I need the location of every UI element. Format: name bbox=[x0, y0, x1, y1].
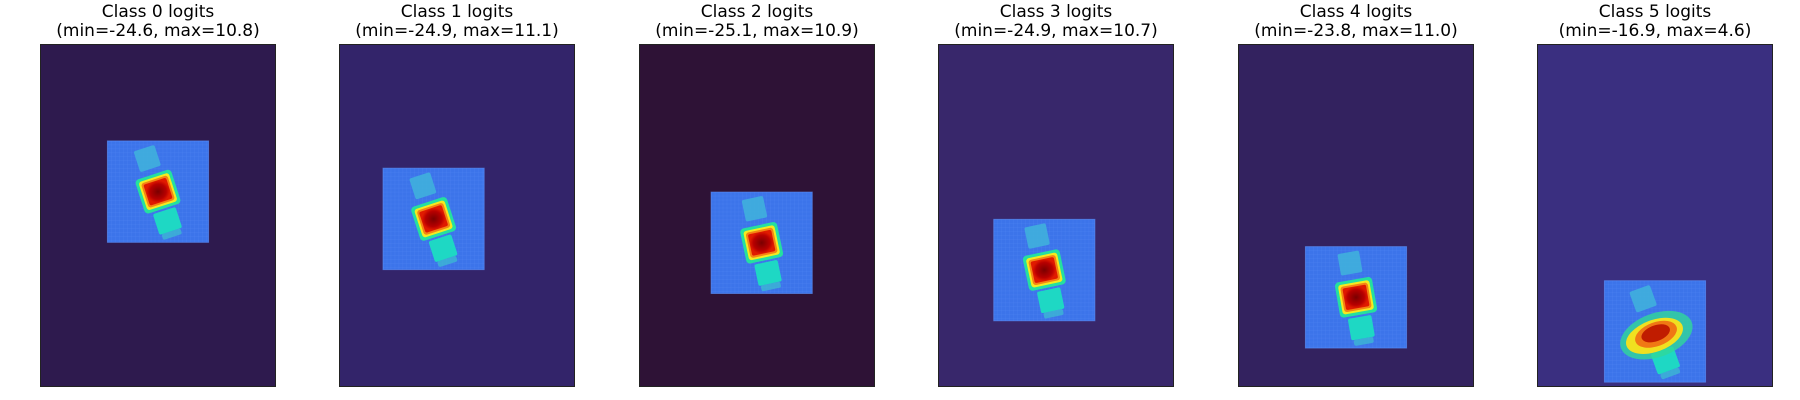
heatmap-canvas bbox=[41, 45, 275, 386]
heatmap-canvas bbox=[1239, 45, 1473, 386]
logit-heatmap bbox=[938, 44, 1174, 387]
detected-object bbox=[740, 196, 784, 292]
activation-patch bbox=[106, 140, 210, 243]
panel-title: Class 4 logits (min=-23.8, max=11.0) bbox=[1208, 3, 1504, 41]
detected-object bbox=[134, 145, 182, 240]
panel-subtitle-text: (min=-24.9, max=11.1) bbox=[355, 21, 559, 41]
logit-heatmap bbox=[1238, 44, 1474, 387]
detected-object bbox=[409, 172, 458, 267]
heatmap-background bbox=[939, 45, 1173, 386]
heatmap-canvas bbox=[640, 45, 874, 386]
panel-title-text: Class 1 logits bbox=[400, 2, 514, 22]
panel-class-3: Class 3 logits (min=-24.9, max=10.7) bbox=[938, 0, 1174, 400]
panel-class-0: Class 0 logits (min=-24.6, max=10.8) bbox=[40, 0, 276, 400]
logit-heatmap bbox=[1537, 44, 1773, 387]
panel-title-text: Class 2 logits bbox=[700, 2, 814, 22]
panel-title: Class 0 logits (min=-24.6, max=10.8) bbox=[10, 3, 306, 41]
heatmap-canvas bbox=[1538, 45, 1772, 386]
panel-class-5: Class 5 logits (min=-16.9, max=4.6) bbox=[1537, 0, 1773, 400]
activation-patch bbox=[382, 167, 485, 271]
panel-title: Class 3 logits (min=-24.9, max=10.7) bbox=[908, 3, 1204, 41]
activation-patch bbox=[710, 191, 813, 294]
panel-title-text: Class 0 logits bbox=[101, 2, 215, 22]
logit-heatmap bbox=[40, 44, 276, 387]
activation-patch bbox=[1304, 246, 1408, 349]
panel-class-1: Class 1 logits (min=-24.9, max=11.1) bbox=[339, 0, 575, 400]
logit-heatmap bbox=[339, 44, 575, 387]
detected-object bbox=[1334, 250, 1378, 346]
panel-subtitle-text: (min=-25.1, max=10.9) bbox=[655, 21, 859, 41]
detected-object bbox=[1620, 285, 1693, 380]
panel-title: Class 2 logits (min=-25.1, max=10.9) bbox=[609, 3, 905, 41]
panel-class-2: Class 2 logits (min=-25.1, max=10.9) bbox=[639, 0, 875, 400]
panel-title: Class 1 logits (min=-24.9, max=11.1) bbox=[309, 3, 605, 41]
panel-title-text: Class 3 logits bbox=[999, 2, 1113, 22]
activation-patch bbox=[1603, 280, 1707, 383]
panel-title-text: Class 4 logits bbox=[1299, 2, 1413, 22]
detected-object bbox=[1022, 223, 1066, 319]
panel-subtitle-text: (min=-16.9, max=4.6) bbox=[1558, 21, 1752, 41]
panel-class-4: Class 4 logits (min=-23.8, max=11.0) bbox=[1238, 0, 1474, 400]
logit-heatmap bbox=[639, 44, 875, 387]
heatmap-canvas bbox=[340, 45, 574, 386]
panel-title-text: Class 5 logits bbox=[1598, 2, 1712, 22]
activation-patch bbox=[993, 218, 1096, 322]
panel-subtitle-text: (min=-24.9, max=10.7) bbox=[954, 21, 1158, 41]
panel-title: Class 5 logits (min=-16.9, max=4.6) bbox=[1507, 3, 1800, 41]
panel-subtitle-text: (min=-24.6, max=10.8) bbox=[56, 21, 260, 41]
heatmap-canvas bbox=[939, 45, 1173, 386]
panel-subtitle-text: (min=-23.8, max=11.0) bbox=[1254, 21, 1458, 41]
